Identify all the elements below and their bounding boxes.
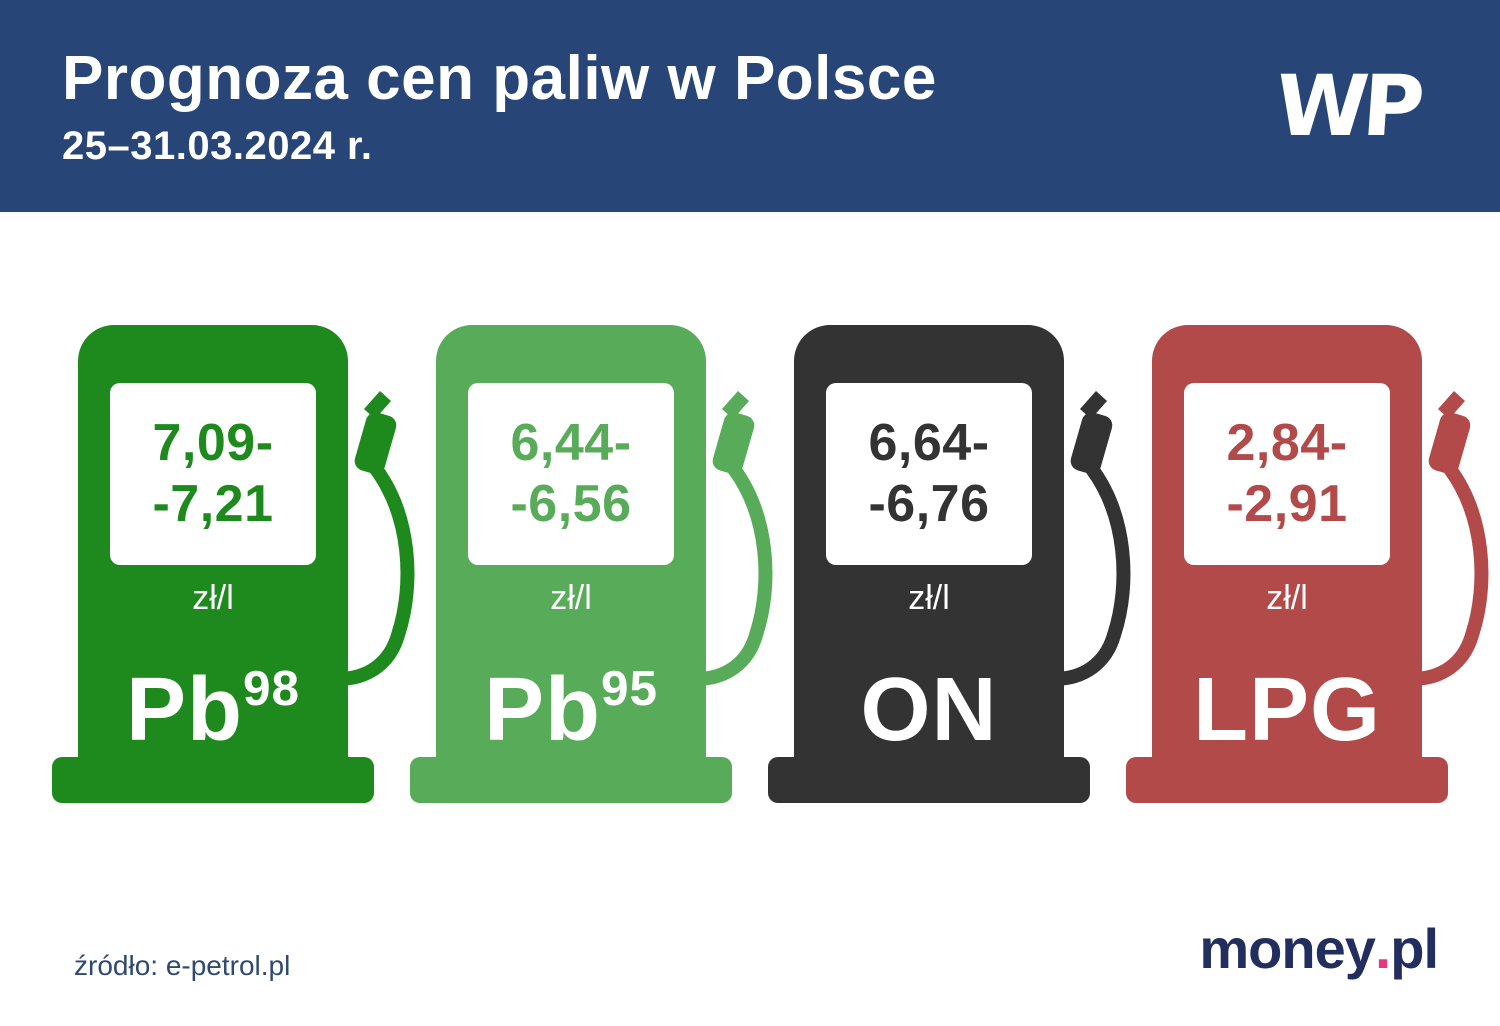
pump-nozzle-icon xyxy=(1050,391,1131,686)
price-display: 6,44- -6,56 xyxy=(468,383,674,565)
fuel-name: ON xyxy=(860,660,998,760)
fuel-price-infographic: Prognoza cen paliw w Polsce 25–31.03.202… xyxy=(0,0,1500,981)
moneypl-logo-dot: . xyxy=(1374,916,1391,981)
wp-logo: WP xyxy=(1272,57,1422,155)
source-label: źródło: e-petrol.pl xyxy=(74,950,291,981)
price-display: 6,64- -6,76 xyxy=(826,383,1032,565)
header-banner: Prognoza cen paliw w Polsce 25–31.03.202… xyxy=(0,0,1500,212)
pump-base xyxy=(1126,757,1448,803)
fuel-label: ON xyxy=(861,665,998,755)
fuel-name: Pb xyxy=(483,660,601,760)
pump-base xyxy=(410,757,732,803)
fuel-pump-pb98: 7,09- -7,21 zł/l Pb98 xyxy=(52,325,415,803)
pump-base xyxy=(52,757,374,803)
price-min: 6,44- xyxy=(510,413,632,472)
pump-nozzle-icon xyxy=(692,391,773,686)
fuel-name: LPG xyxy=(1192,660,1381,760)
fuel-name: Pb xyxy=(125,660,243,760)
price-unit: zł/l xyxy=(550,579,592,617)
fuel-label: Pb98 xyxy=(126,664,300,755)
fuel-pump-lpg: 2,84- -2,91 zł/l LPG xyxy=(1126,325,1489,803)
fuel-label: LPG xyxy=(1193,665,1381,755)
pumps-row: 7,09- -7,21 zł/l Pb98 6,44- -6,56 zł/l P… xyxy=(0,212,1500,803)
fuel-label: Pb95 xyxy=(484,664,658,755)
price-max: -6,56 xyxy=(510,475,632,533)
pump-body: 6,64- -6,76 zł/l ON xyxy=(794,325,1064,775)
page-title: Prognoza cen paliw w Polsce xyxy=(62,44,937,113)
price-min: 6,64- xyxy=(868,413,990,472)
price-max: -6,76 xyxy=(868,475,990,533)
moneypl-logo-tld: pl xyxy=(1390,917,1439,980)
fuel-pump-pb95: 6,44- -6,56 zł/l Pb95 xyxy=(410,325,773,803)
pump-body: 6,44- -6,56 zł/l Pb95 xyxy=(436,325,706,775)
page-subtitle: 25–31.03.2024 r. xyxy=(62,124,373,168)
fuel-pump-on: 6,64- -6,76 zł/l ON xyxy=(768,325,1131,803)
footer: źródło: e-petrol.pl money.pl xyxy=(0,915,1500,982)
moneypl-logo-name: money xyxy=(1199,917,1375,980)
price-max: -7,21 xyxy=(152,475,274,533)
header-text: Prognoza cen paliw w Polsce 25–31.03.202… xyxy=(62,43,937,169)
price-min: 7,09- xyxy=(152,413,274,472)
pump-base xyxy=(768,757,1090,803)
price-display: 7,09- -7,21 xyxy=(110,383,316,565)
price-max: -2,91 xyxy=(1226,475,1348,533)
price-min: 2,84- xyxy=(1226,413,1348,472)
moneypl-logo: money.pl xyxy=(1199,915,1439,982)
pump-nozzle-icon xyxy=(334,391,415,686)
fuel-name-superscript: 95 xyxy=(600,661,659,717)
price-unit: zł/l xyxy=(1266,579,1308,617)
pump-body: 7,09- -7,21 zł/l Pb98 xyxy=(78,325,348,775)
price-unit: zł/l xyxy=(192,579,234,617)
price-display: 2,84- -2,91 xyxy=(1184,383,1390,565)
price-unit: zł/l xyxy=(908,579,950,617)
fuel-name-superscript: 98 xyxy=(242,661,301,717)
pump-nozzle-icon xyxy=(1408,391,1489,686)
pump-body: 2,84- -2,91 zł/l LPG xyxy=(1152,325,1422,775)
